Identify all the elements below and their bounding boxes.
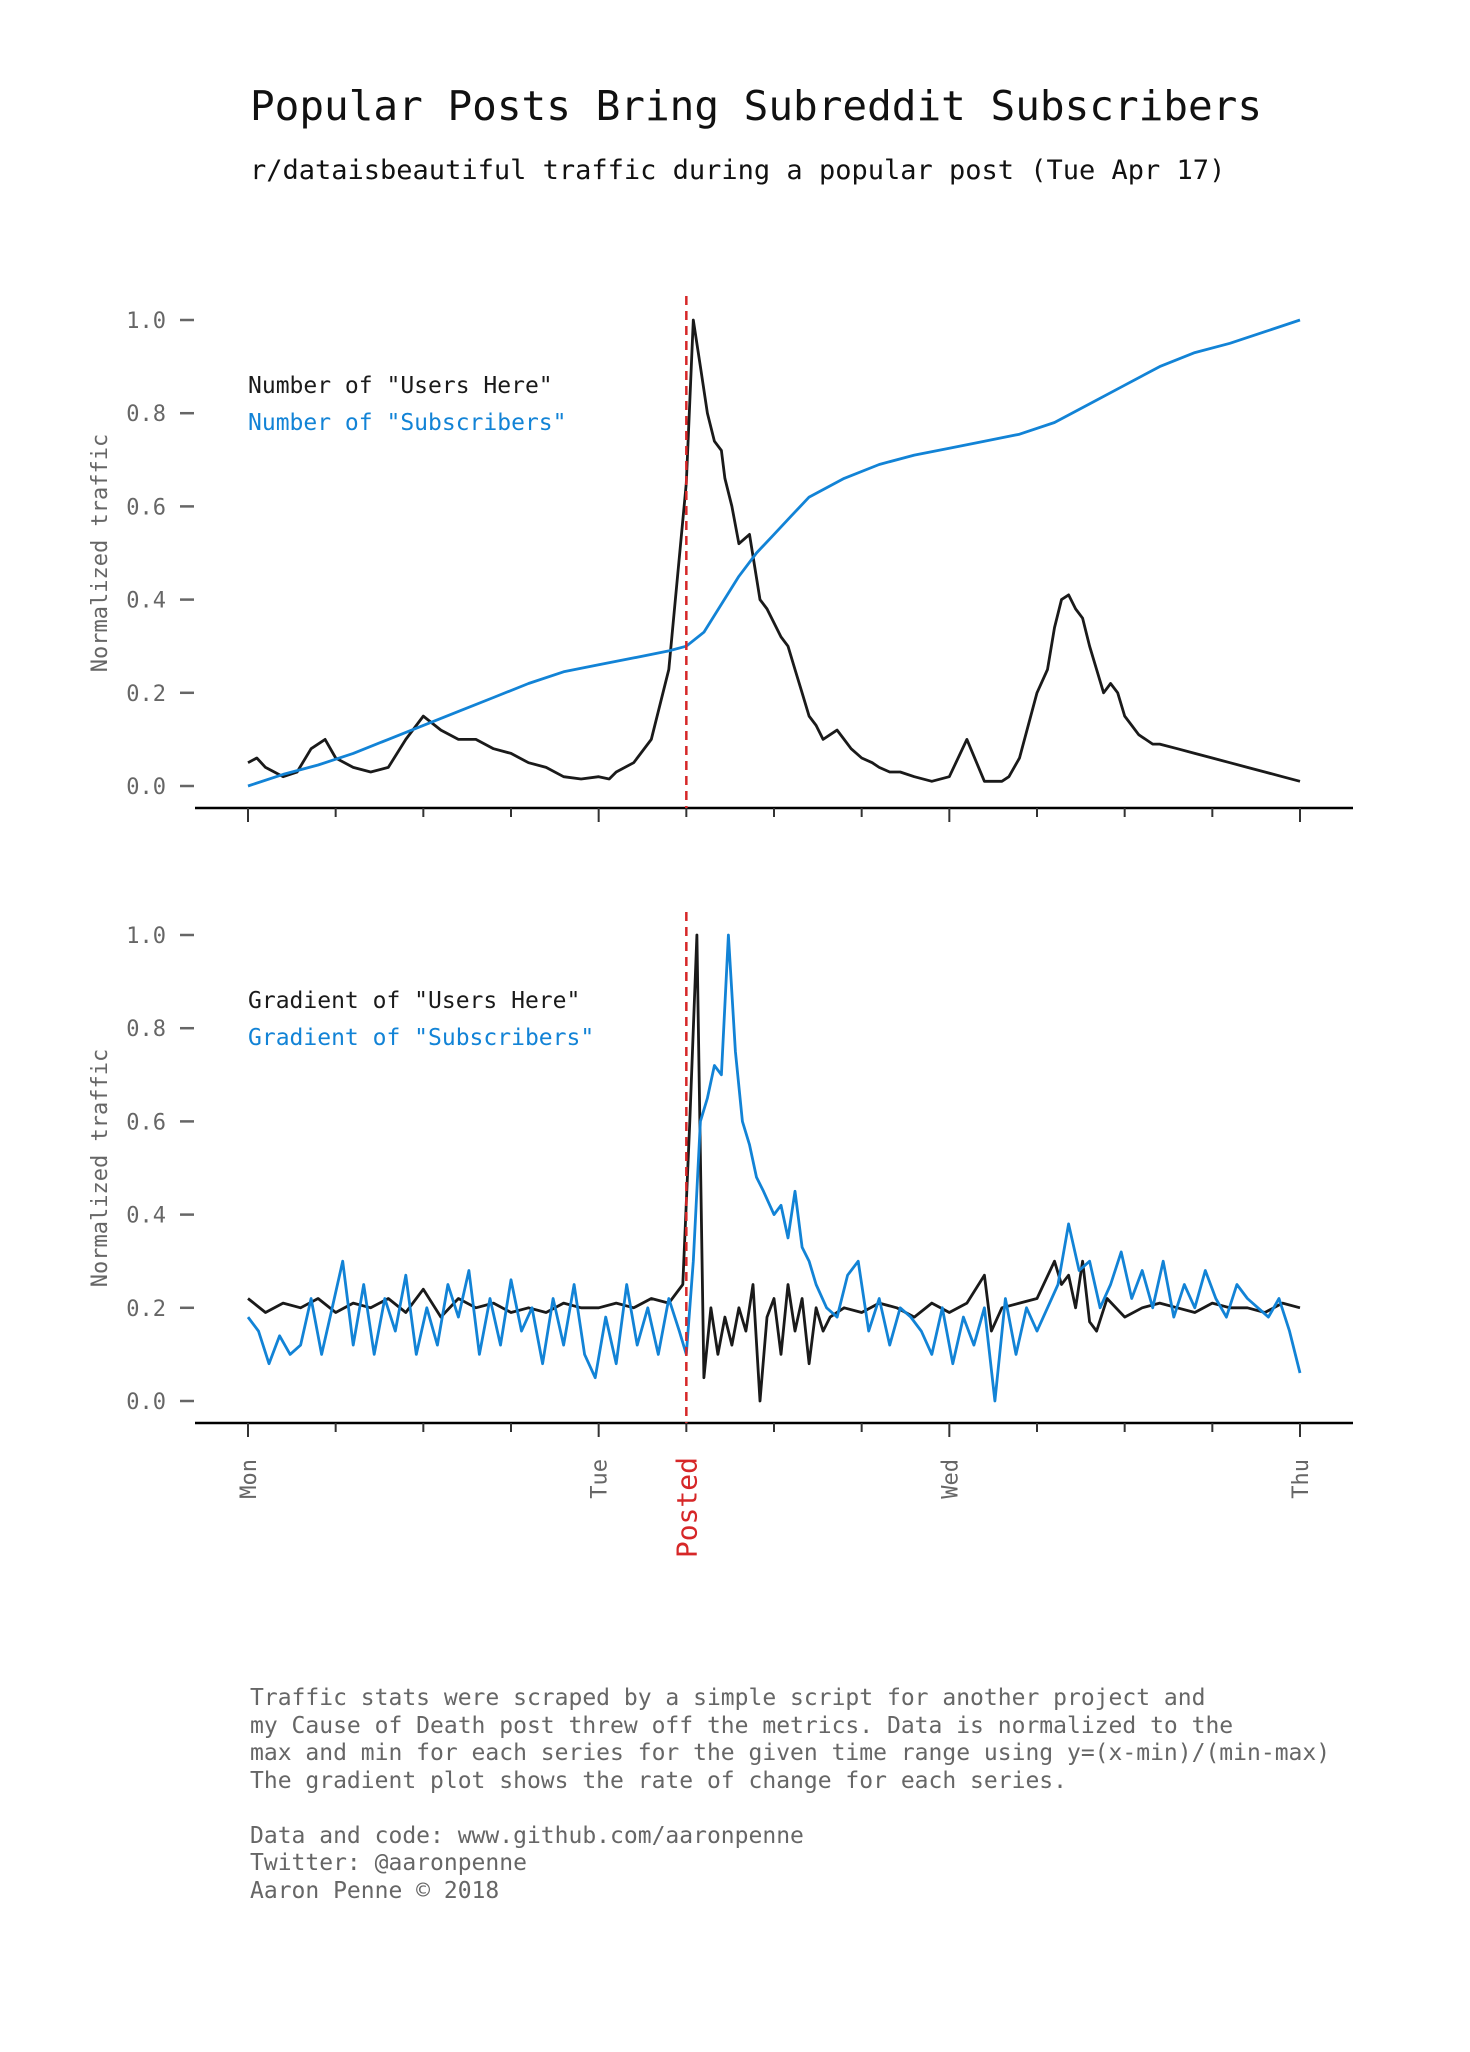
y-tick-label: 0.2 (126, 1297, 166, 1322)
footnote-line: max and min for each series for the give… (250, 1740, 1331, 1766)
series-line-subscribers (247, 318, 1301, 788)
series-line-users (247, 933, 1301, 1403)
legend-entry: Number of "Subscribers" (248, 410, 567, 436)
series-line-users (247, 318, 1301, 783)
y-tick-label: 0.0 (126, 1390, 166, 1415)
y-tick-label: 0.6 (126, 495, 166, 520)
y-axis-title: Normalized traffic (88, 1049, 113, 1287)
legend-entry: Number of "Users Here" (248, 373, 553, 399)
y-tick-label: 0.6 (126, 1110, 166, 1135)
footnote-line: Data and code: www.github.com/aaronpenne (250, 1822, 804, 1849)
footnote-line: Twitter: @aaronpenne (250, 1850, 527, 1876)
legend-entry: Gradient of "Users Here" (248, 988, 580, 1014)
footnote-line: Traffic stats were scraped by a simple s… (250, 1685, 1206, 1711)
x-tick-label: Mon (237, 1459, 262, 1499)
y-tick-label: 0.2 (126, 682, 166, 707)
footnote-line: my Cause of Death post threw off the met… (250, 1712, 1234, 1739)
series-line-subscribers (246, 933, 1302, 1403)
footnote-line: The gradient plot shows the rate of chan… (250, 1767, 1067, 1794)
legend-entry: Gradient of "Subscribers" (248, 1025, 594, 1051)
footnote: Traffic stats were scraped by a simple s… (250, 1685, 1330, 1905)
y-tick-label: 0.8 (126, 1017, 166, 1042)
page-title: Popular Posts Bring Subreddit Subscriber… (250, 82, 1263, 130)
y-tick-label: 0.4 (126, 589, 166, 614)
y-tick-label: 0.8 (126, 402, 166, 427)
footnote-line (250, 1795, 1330, 1823)
footnote-line: Aaron Penne © 2018 (250, 1877, 500, 1904)
y-tick-label: 1.0 (126, 309, 166, 334)
y-axis-title: Normalized traffic (88, 434, 113, 672)
posted-label: Posted (670, 1457, 703, 1558)
y-tick-label: 1.0 (126, 924, 166, 949)
bottom-chart-gradients: 0.0 0.2 0.4 0.6 0.8 1.0 Normalized traffic Mon T… (88, 912, 1353, 1558)
y-tick-label: 0.0 (126, 775, 166, 800)
x-tick-label: Thu (1289, 1459, 1314, 1499)
y-tick-label: 0.4 (126, 1204, 166, 1229)
page-subtitle: r/dataisbeautiful traffic during a popul… (250, 155, 1226, 186)
x-tick-label: Tue (588, 1459, 613, 1499)
x-tick-label: Wed (938, 1459, 963, 1499)
top-chart-users-subscribers: 0.0 0.2 0.4 0.6 0.8 1.0 Normalized traffic Numb… (88, 296, 1353, 822)
